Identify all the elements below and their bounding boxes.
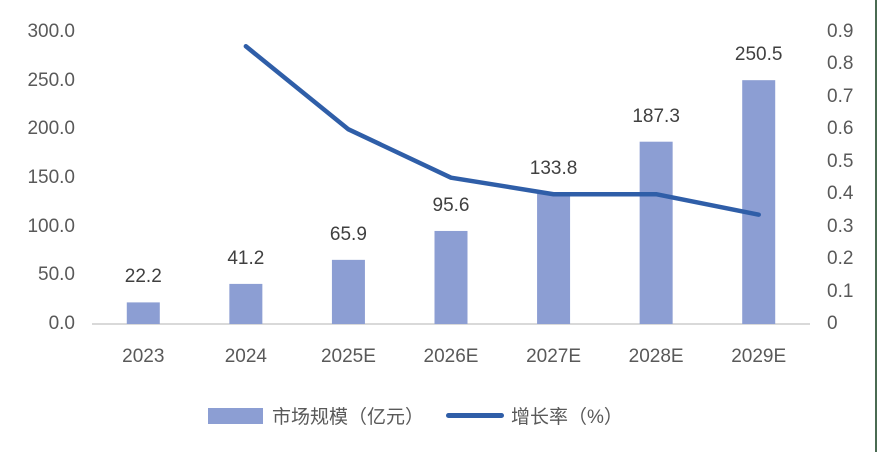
bar-value-label: 41.2 — [227, 247, 265, 269]
right-axis-tick: 0.6 — [827, 118, 854, 140]
bar-2024 — [229, 283, 263, 324]
x-axis-label-2027E: 2027E — [526, 346, 582, 367]
left-axis-tick: 200.0 — [27, 118, 75, 140]
bar-value-label: 95.6 — [432, 194, 470, 216]
right-axis-tick: 0.2 — [827, 248, 854, 270]
bar-series-swatch — [208, 407, 263, 424]
bar-value-label: 22.2 — [124, 266, 162, 288]
left-axis-tick: 50.0 — [38, 264, 75, 286]
x-axis-label-2025E: 2025E — [320, 346, 376, 367]
bar-value-label: 187.3 — [632, 105, 680, 127]
bar-2027E — [537, 193, 571, 324]
legend-item-market-size: 市场规模（亿元） — [208, 402, 424, 429]
bar-value-label: 133.8 — [529, 157, 578, 179]
right-axis-tick: 0.9 — [827, 21, 854, 42]
bar-2028E — [639, 141, 673, 324]
line-series-swatch — [446, 413, 505, 418]
left-axis-tick: 150.0 — [27, 167, 75, 188]
bar-value-label: 250.5 — [734, 44, 783, 66]
bar-2023 — [126, 302, 160, 324]
left-axis-tick: 0.0 — [48, 313, 75, 334]
legend-label-market-size: 市场规模（亿元） — [272, 407, 425, 428]
left-axis-tick: 300.0 — [27, 21, 75, 42]
legend-label-growth-rate: 增长率（%） — [511, 407, 623, 428]
x-axis-label-2029E: 2029E — [731, 346, 787, 367]
right-axis-tick: 0.1 — [827, 280, 854, 302]
right-axis-tick: 0.4 — [827, 183, 854, 205]
legend-item-growth-rate: 增长率（%） — [424, 402, 623, 429]
x-axis-label-2028E: 2028E — [628, 346, 684, 367]
bar-value-label: 65.9 — [329, 223, 367, 245]
x-axis-label-2026E: 2026E — [423, 346, 479, 367]
growth-rate-line — [243, 44, 761, 217]
bar-2029E — [742, 80, 776, 325]
left-axis-tick: 250.0 — [27, 69, 75, 91]
x-axis-label-2024: 2024 — [224, 346, 267, 367]
right-axis-tick: 0 — [827, 313, 838, 334]
right-edge-divider — [875, 0, 877, 452]
bar-2025E — [331, 259, 365, 324]
right-axis-tick: 0.7 — [827, 85, 854, 107]
left-axis-tick: 100.0 — [27, 215, 75, 237]
right-axis-tick: 0.3 — [827, 215, 854, 237]
right-axis-tick: 0.5 — [827, 150, 854, 172]
x-axis-label-2023: 2023 — [122, 346, 165, 367]
legend: 市场规模（亿元） 增长率（%） — [208, 402, 623, 429]
right-axis-tick: 0.8 — [827, 53, 854, 75]
bar-2026E — [434, 230, 468, 324]
